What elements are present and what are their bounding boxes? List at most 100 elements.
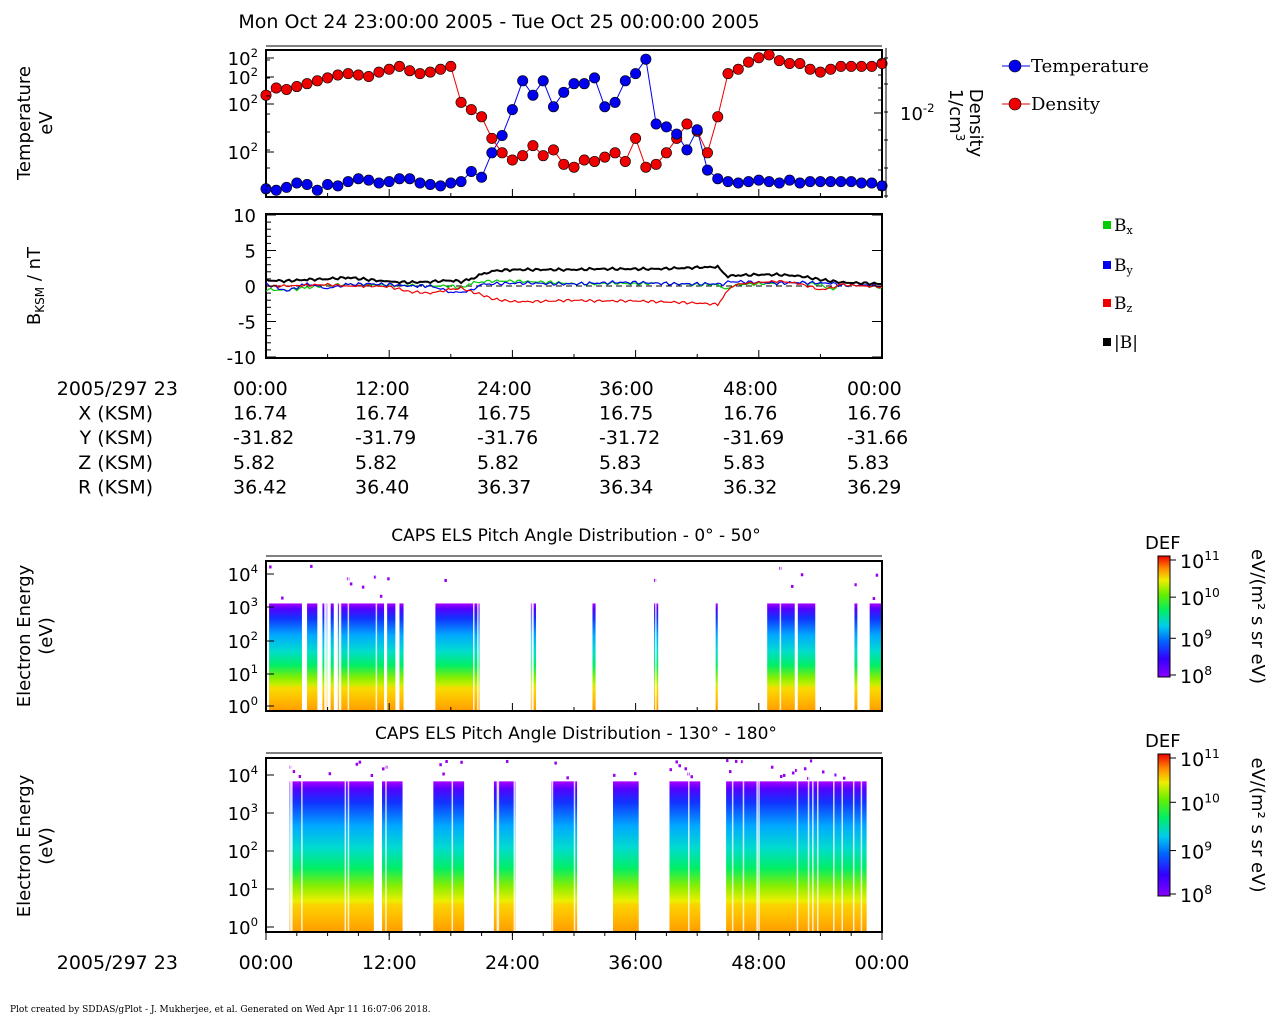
colorbar-tick-label: 109	[1180, 627, 1212, 651]
temperature-point	[404, 173, 416, 185]
temperature-point	[599, 101, 611, 113]
plasma-ylabel-left-1: Temperature	[14, 66, 35, 181]
pad2-ylabel-1: Electron Energy	[14, 774, 35, 917]
spectrogram-gap	[551, 759, 554, 931]
spectrogram-block	[797, 603, 816, 710]
spectrogram-speck	[460, 760, 463, 764]
field-legend-swatch	[1103, 338, 1111, 346]
spectrogram-y-tick-label: 100	[228, 694, 258, 718]
temperature-point	[363, 174, 375, 186]
spectrogram-gap	[683, 562, 685, 710]
spectrogram-speck	[292, 770, 296, 774]
temperature-point	[609, 96, 621, 108]
temperature-point	[465, 166, 477, 178]
x-axis-tick-label: 00:00	[855, 952, 910, 974]
spectrogram-lowenergy-band	[399, 686, 404, 710]
field-y-ticks: -10 -5 0 5 10	[227, 206, 882, 369]
spectrogram-speck	[821, 770, 825, 774]
temperature-point	[660, 121, 672, 133]
spectrogram-lowenergy-band	[337, 686, 385, 710]
spectrogram-gap	[424, 759, 427, 931]
spectrogram-speck	[387, 577, 390, 581]
density-point	[681, 118, 693, 130]
temperature-point	[424, 178, 436, 190]
legend-temperature-marker	[1008, 59, 1022, 73]
spectrogram-gap	[385, 759, 387, 931]
density-point	[393, 60, 405, 72]
spectrogram-gap	[684, 562, 687, 710]
spectrogram-y-tick-label: 103	[228, 801, 258, 825]
spectrogram-speck	[328, 772, 332, 776]
ephemeris-row-label: Z (KSM)	[78, 452, 153, 474]
spectrogram-gap	[845, 562, 848, 710]
temperature-point	[547, 101, 559, 113]
spectrogram-gap	[724, 759, 727, 931]
temperature-point	[712, 173, 724, 185]
temperature-point	[845, 176, 857, 188]
density-point	[794, 58, 806, 70]
temperature-point	[681, 144, 693, 156]
spectrogram-lowenergy-band	[715, 686, 718, 710]
spectrogram-speck	[444, 578, 447, 582]
plasma-series-layer	[260, 49, 888, 196]
ephemeris-row-label: R (KSM)	[78, 476, 153, 498]
temperature-point	[373, 177, 385, 189]
plasma-ylabel-right-2: 1/cm3	[945, 89, 967, 142]
spectrogram-gap	[853, 562, 855, 710]
spectrogram-gap	[765, 562, 768, 710]
density-point	[506, 154, 518, 166]
pad2-spectrogram	[276, 759, 883, 931]
field-legend-label: Bx	[1114, 216, 1134, 237]
legend-density-label: Density	[1031, 94, 1101, 115]
temperature-point	[270, 184, 282, 196]
field-legend-swatch	[1103, 221, 1111, 229]
spectrogram-gap	[871, 759, 874, 931]
temperature-point	[773, 177, 785, 189]
spectrogram-gap	[860, 759, 863, 931]
temperature-point	[537, 75, 549, 87]
temperature-point	[701, 164, 713, 176]
temperature-point	[671, 128, 683, 140]
ephemeris-cell: 5.82	[233, 452, 275, 474]
spectrogram-gap	[779, 562, 782, 710]
spectrogram-gap	[375, 562, 378, 710]
temperature-point	[455, 176, 467, 188]
spectrogram-gap	[500, 562, 502, 710]
spectrogram-gap	[588, 759, 590, 931]
spectrogram-gap	[347, 759, 350, 931]
ephemeris-cell: 36.40	[355, 476, 409, 498]
plasma-ylabel-left-2: eV	[36, 111, 57, 135]
spectrogram-speck	[782, 773, 786, 777]
spectrogram-y-tick-label: 101	[228, 877, 258, 901]
plasma-legend: Temperature Density	[1002, 56, 1149, 115]
spectrogram-gap	[488, 759, 491, 931]
pad2-ylabel-2: (eV)	[36, 827, 57, 864]
spectrogram-gap	[473, 562, 475, 710]
plasma-left-tick-label: 102	[228, 65, 258, 89]
spectrogram-speck	[269, 565, 272, 569]
spectrogram-lowenergy-band	[289, 903, 374, 931]
pad2-title: CAPS ELS Pitch Angle Distribution - 130°…	[375, 724, 777, 744]
x-axis-tick-label: 36:00	[608, 952, 663, 974]
colorbar-units: eV/(m² s sr eV)	[1247, 549, 1268, 684]
field-legend-label: |B|	[1114, 333, 1138, 353]
density-point	[753, 52, 765, 64]
ephemeris-cell: 36.37	[477, 476, 531, 498]
spectrogram-lowenergy-band	[387, 686, 396, 710]
spectrogram-gap	[547, 562, 550, 710]
spectrogram-y-tick-label: 104	[228, 763, 258, 787]
spectrogram-gap	[547, 562, 549, 710]
temperature-point	[322, 178, 334, 190]
density-point	[825, 63, 837, 75]
ephemeris-cell: 16.76	[847, 403, 901, 425]
spectrogram-speck	[779, 775, 783, 779]
ephemeris-cell: 16.74	[233, 403, 287, 425]
temperature-point	[332, 180, 344, 192]
spectrogram-gap	[843, 562, 845, 710]
temperature-point	[301, 178, 313, 190]
spectrogram-speck	[358, 760, 362, 764]
spectrogram-gap	[485, 759, 487, 931]
spectrogram-gap	[742, 759, 745, 931]
temperature-point	[311, 184, 323, 196]
